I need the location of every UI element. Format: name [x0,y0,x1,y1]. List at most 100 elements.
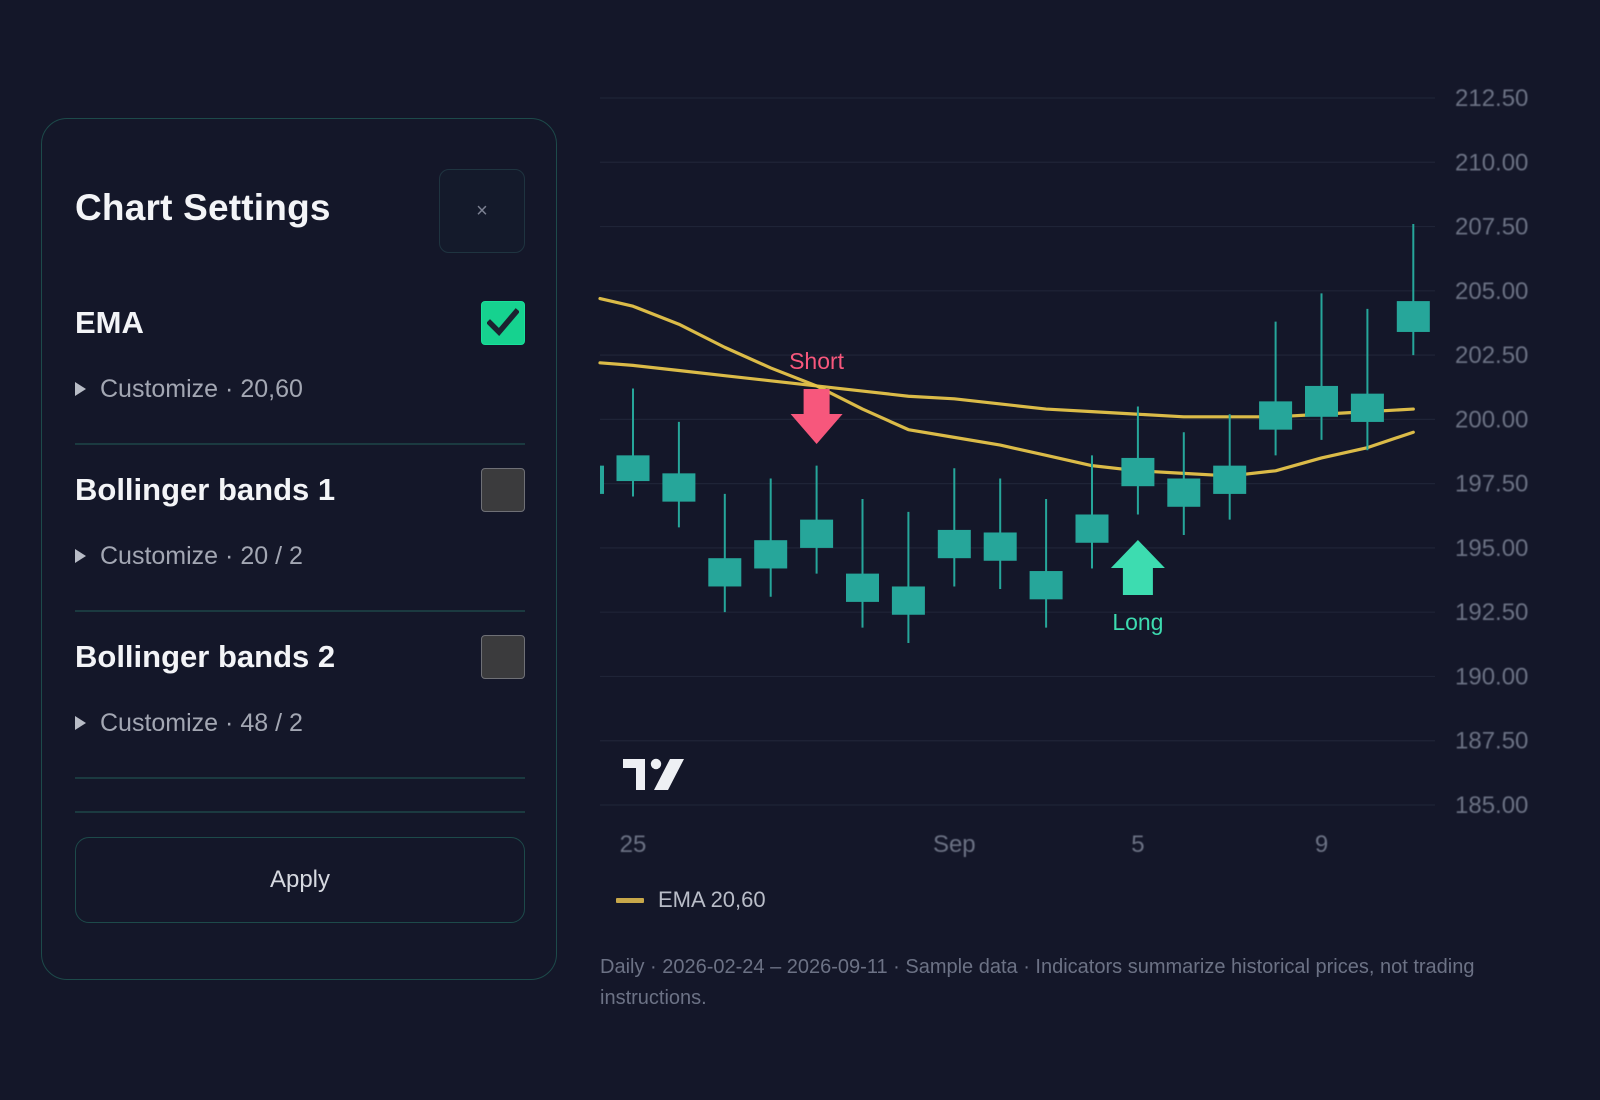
expand-triangle-icon [75,716,86,730]
separator: · [218,374,241,403]
x-tick-label: 9 [1315,831,1328,858]
y-tick-label: 212.50 [1455,85,1528,112]
bollinger-2-checkbox[interactable] [481,635,525,679]
customize-params: 20 / 2 [240,541,303,570]
ema-line [598,296,1415,478]
x-tick-label: 5 [1131,831,1144,858]
candle-body [1259,401,1293,430]
chart-legend: EMA 20,60 [616,887,766,913]
candle [983,478,1017,590]
divider [75,777,525,779]
candle-body [800,519,834,548]
candle [1350,308,1384,451]
candle-body [662,473,696,502]
chart-grid [600,97,1435,806]
candle-body [1305,385,1338,417]
indicator-bollinger-1: Bollinger bands 1 Customize · 20 / 2 [75,468,525,640]
ema-checkbox[interactable] [481,301,525,345]
customize-toggle[interactable]: Customize · 48 / 2 [75,707,303,739]
customize-label: Customize [100,374,219,403]
y-tick-label: 205.00 [1455,278,1528,305]
indicator-bollinger-2: Bollinger bands 2 Customize · 48 / 2 [75,635,525,807]
candle-body [937,529,971,559]
customize-toggle[interactable]: Customize · 20 / 2 [75,540,303,572]
candle [800,465,834,574]
candle [1213,414,1247,520]
candle [891,511,925,644]
up-arrow-icon [1110,540,1165,595]
down-arrow-icon [790,389,843,444]
candle-body [1396,301,1430,332]
short-label: Short [789,348,845,374]
panel-title: Chart Settings [75,187,331,228]
chart-settings-panel: Chart Settings × EMA Customize · 20,60 B… [41,118,557,980]
y-tick-label: 195.00 [1455,535,1528,562]
y-tick-label: 190.00 [1455,663,1528,690]
candle-body [1121,457,1155,487]
x-tick-label: Sep [933,831,976,858]
customize-label: Customize [100,708,219,737]
bollinger-1-checkbox[interactable] [481,468,525,512]
candle [754,478,788,597]
candle [616,388,650,497]
candle [1029,499,1063,628]
separator: · [218,708,241,737]
candle-body [600,465,604,494]
candle-body [1213,465,1247,494]
x-axis: 25 Sep 5 9 [620,831,1329,858]
candle [662,421,696,528]
indicator-ema: EMA Customize · 20,60 [75,301,525,473]
y-tick-label: 192.50 [1455,599,1528,626]
customize-label: Customize [100,541,219,570]
y-tick-label: 210.00 [1455,149,1528,176]
y-tick-label: 202.50 [1455,342,1528,369]
close-button[interactable]: × [439,169,525,253]
long-signal: Long [1110,540,1165,635]
expand-triangle-icon [75,382,86,396]
indicator-name: Bollinger bands 1 [75,472,336,507]
y-tick-label: 207.50 [1455,214,1528,241]
y-tick-label: 187.50 [1455,728,1528,755]
candle-body [1350,393,1384,422]
indicator-name: Bollinger bands 2 [75,639,336,674]
chart-footnote: Daily · 2026-02-24 – 2026-09-11 · Sample… [600,956,1475,1009]
customize-toggle[interactable]: Customize · 20,60 [75,373,303,405]
expand-triangle-icon [75,549,86,563]
candle-body [754,540,788,569]
divider [75,443,525,445]
candle-body [983,532,1017,561]
candle [937,468,971,587]
candle [708,493,742,613]
candle [1305,293,1338,440]
customize-params: 48 / 2 [240,708,303,737]
candle-body [1029,571,1063,600]
candle [1259,321,1293,456]
candle-body [846,573,879,602]
separator: · [218,541,241,570]
candles [600,223,1430,644]
candle [1167,432,1201,536]
y-tick-label: 185.00 [1455,792,1528,819]
signal-annotations: Short Long [789,348,1165,635]
y-tick-label: 197.50 [1455,471,1528,498]
candle-body [616,455,650,482]
candle [846,499,879,628]
candle-body [1075,514,1109,543]
candle-body [891,586,925,615]
candle [1121,406,1155,515]
candle [1396,223,1430,356]
tradingview-logo [623,758,684,790]
long-label: Long [1112,609,1163,635]
candle-body [708,558,742,587]
legend-label: EMA 20,60 [658,887,766,912]
ema-lines [598,296,1415,478]
indicator-name: EMA [75,305,144,340]
y-axis: 212.50 210.00 207.50 205.00 202.50 200.00 197.… [1455,85,1528,819]
divider [75,811,525,813]
ema-legend-swatch [616,897,644,903]
customize-params: 20,60 [240,374,303,403]
apply-button[interactable]: Apply [75,837,525,923]
x-tick-label: 25 [620,831,647,858]
short-signal: Short [789,348,845,444]
